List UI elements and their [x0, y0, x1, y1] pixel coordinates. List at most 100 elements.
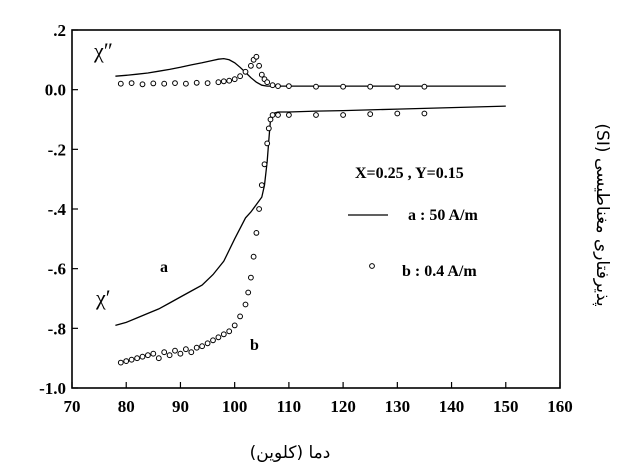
data-point — [188, 349, 195, 356]
x-tick-label: 90 — [172, 397, 189, 416]
data-point — [340, 112, 347, 118]
x-tick-label: 140 — [439, 397, 465, 416]
data-point — [261, 161, 268, 168]
data-point — [248, 274, 254, 281]
data-point — [204, 340, 211, 347]
x-tick-label: 130 — [385, 397, 411, 416]
data-point — [166, 352, 173, 359]
data-point — [172, 80, 178, 86]
data-point — [117, 80, 124, 87]
y-tick-label: .2 — [53, 21, 66, 40]
data-point — [177, 350, 184, 357]
data-point — [220, 78, 227, 85]
series-layer — [115, 53, 506, 366]
data-point — [204, 80, 211, 86]
legend-circle-swatch — [369, 263, 375, 269]
data-point — [275, 112, 281, 118]
data-point — [155, 355, 162, 362]
data-point — [269, 112, 276, 118]
y-tick-label: -.4 — [48, 200, 67, 219]
x-axis-title: دما (کلوین) — [250, 443, 331, 463]
data-point — [256, 62, 263, 69]
data-point — [220, 331, 227, 338]
data-point — [258, 71, 265, 78]
x-axis-ticks: 70 80 90 100 110 120 130 140 150 160 — [64, 382, 573, 416]
x-tick-label: 80 — [118, 397, 135, 416]
data-point — [394, 83, 401, 90]
x-tick-label: 160 — [547, 397, 573, 416]
series-line-1 — [115, 57, 506, 87]
data-point — [215, 334, 222, 341]
data-point — [183, 80, 189, 87]
data-point — [172, 347, 178, 354]
data-point — [421, 110, 428, 117]
data-point — [193, 79, 200, 86]
data-point — [139, 353, 146, 360]
legend-label-a: a : 50 A/m — [408, 207, 478, 224]
data-point — [367, 111, 374, 117]
data-point — [269, 82, 276, 89]
x-tick-label: 150 — [493, 397, 519, 416]
x-tick-label: 100 — [222, 397, 248, 416]
data-point — [199, 343, 206, 350]
chi-double-prime-label: χ″ — [93, 38, 113, 63]
data-point — [286, 83, 292, 89]
y-tick-label: 0.0 — [45, 81, 66, 100]
x-tick-label: 120 — [330, 397, 356, 416]
data-point — [161, 349, 168, 356]
data-point — [128, 80, 135, 86]
x-tick-label: 110 — [277, 397, 302, 416]
curve-a-label: a — [160, 259, 168, 276]
data-point — [215, 79, 222, 86]
data-point — [253, 230, 260, 236]
data-point — [394, 110, 401, 117]
data-point — [117, 359, 124, 366]
data-point — [245, 289, 252, 296]
data-point — [313, 83, 319, 90]
data-point — [421, 83, 428, 90]
data-point — [183, 346, 189, 353]
data-point — [256, 206, 263, 212]
data-point — [265, 125, 272, 132]
data-point — [237, 73, 244, 80]
data-point — [226, 328, 233, 335]
data-point — [150, 80, 157, 87]
data-point — [313, 112, 319, 118]
y-tick-label: -1.0 — [39, 379, 66, 398]
legend-title: X=0.25 , Y=0.15 — [355, 165, 464, 182]
y-tick-label: -.8 — [48, 319, 66, 338]
data-point — [275, 83, 281, 89]
data-point — [242, 301, 249, 308]
data-point — [139, 81, 146, 88]
legend-label-b: b : 0.4 A/m — [402, 263, 477, 280]
y-tick-label: -.6 — [48, 260, 66, 279]
data-point — [193, 344, 200, 351]
data-point — [161, 80, 168, 87]
x-tick-label: 70 — [64, 397, 81, 416]
data-point — [367, 83, 374, 90]
data-point — [267, 116, 274, 123]
data-point — [210, 337, 216, 344]
chi-prime-label: χ′ — [95, 285, 111, 310]
y-axis-title: پذیرفتاری مغناطیسی (SI) — [592, 123, 612, 306]
data-point — [250, 253, 257, 260]
curve-b-label: b — [250, 337, 259, 354]
data-point — [134, 355, 141, 362]
y-axis-ticks: .2 0.0 -.2 -.4 -.6 -.8 -1.0 — [39, 21, 78, 398]
data-point — [253, 53, 260, 60]
data-point — [123, 358, 130, 365]
data-point — [340, 83, 347, 90]
data-point — [145, 352, 151, 359]
data-point — [286, 112, 292, 118]
data-point — [248, 62, 254, 69]
data-point — [231, 322, 238, 329]
data-point — [150, 350, 157, 357]
data-point — [237, 313, 244, 320]
y-tick-label: -.2 — [48, 140, 66, 159]
data-point — [258, 182, 265, 189]
data-point — [226, 77, 233, 84]
data-point — [231, 76, 238, 83]
data-point — [264, 140, 271, 147]
data-point — [242, 68, 249, 75]
